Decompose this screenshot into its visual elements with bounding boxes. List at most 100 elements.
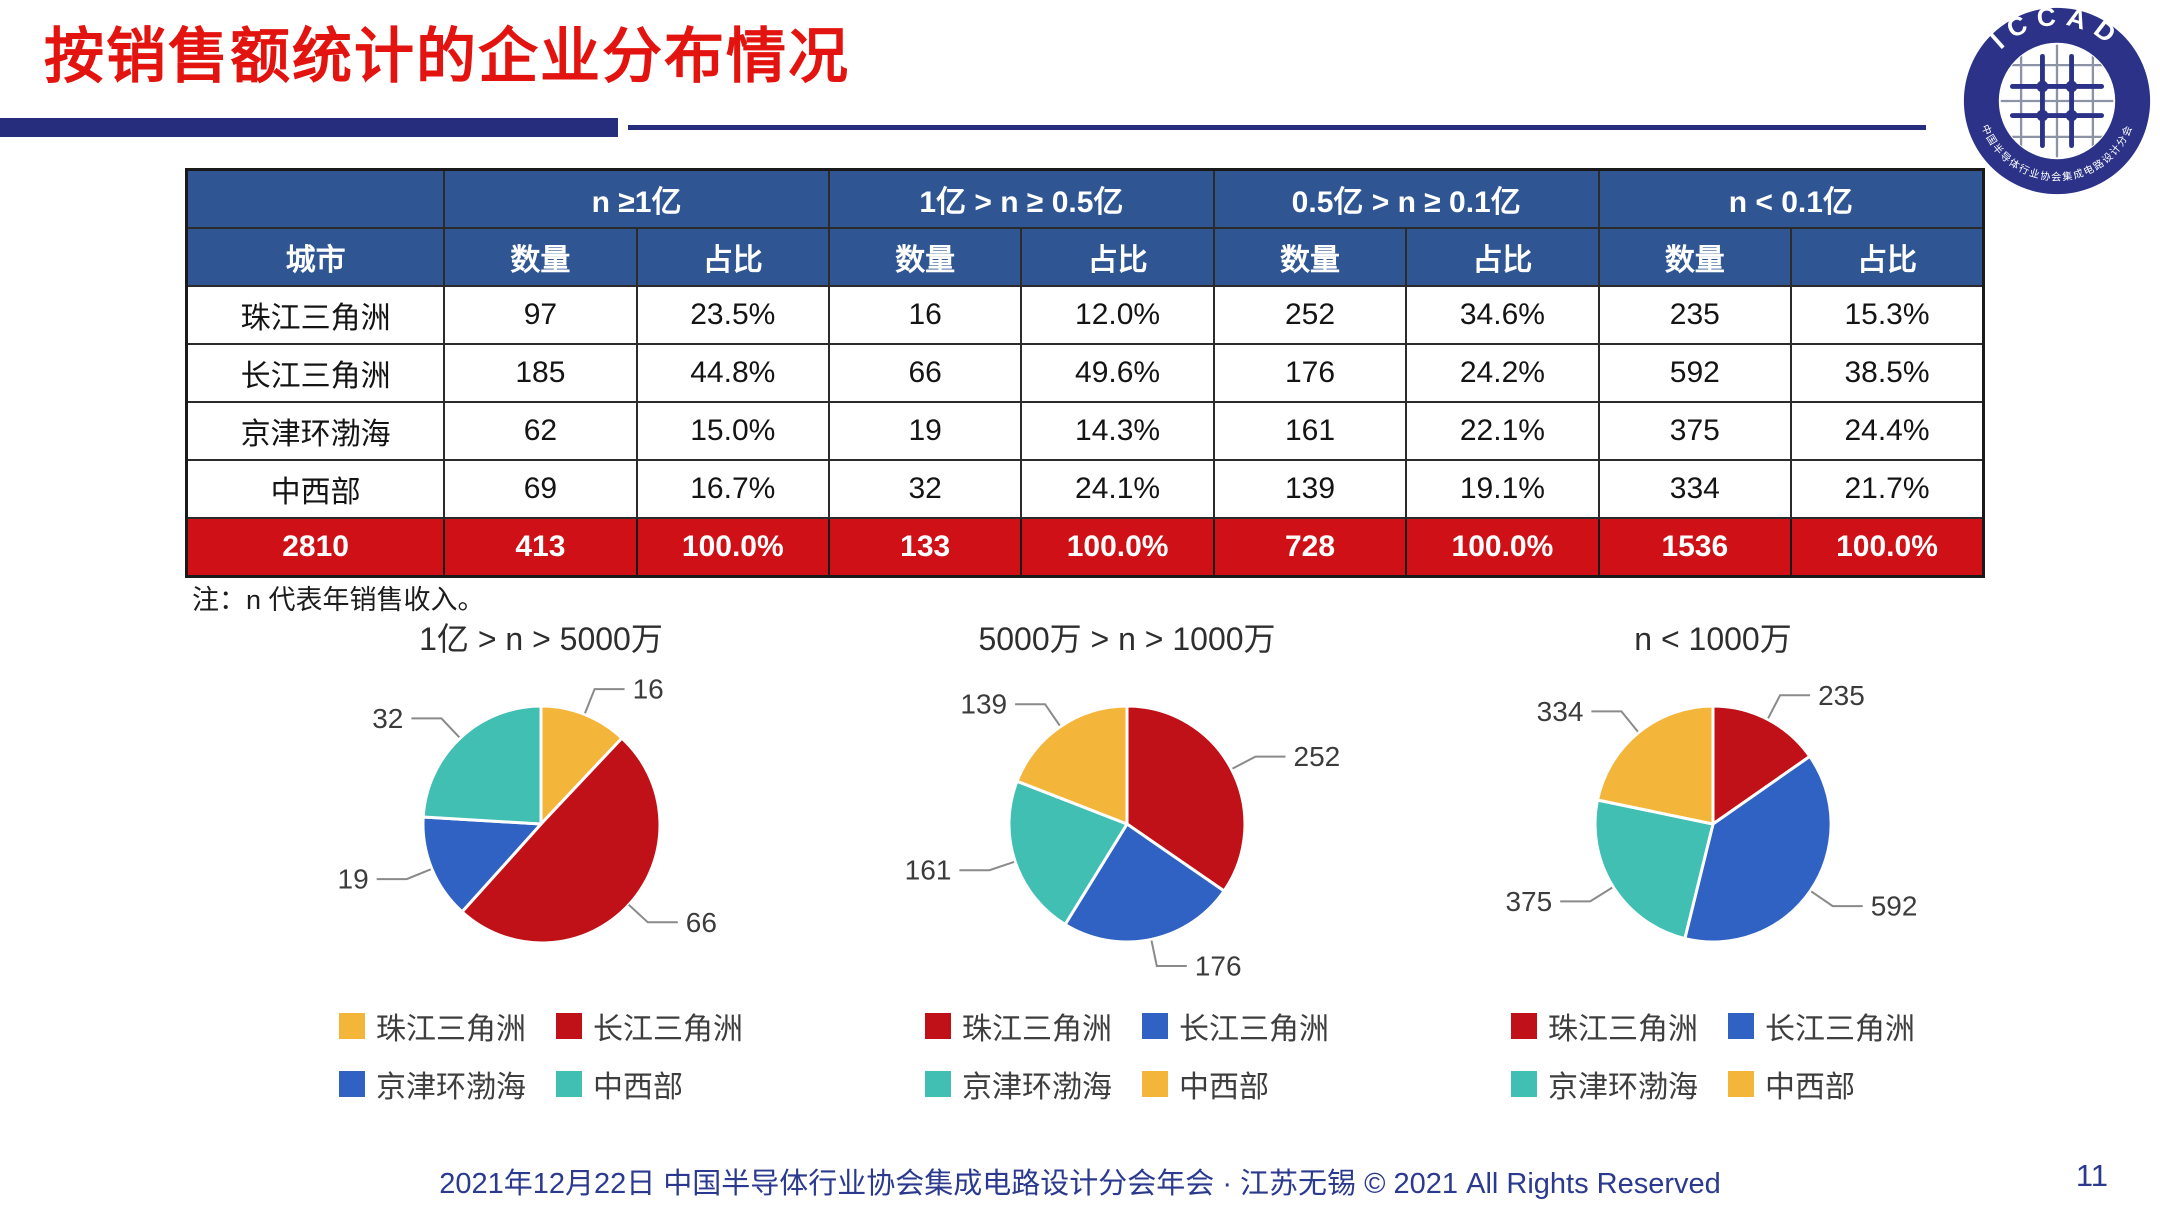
table-row: 长江三角洲 185 44.8% 66 49.6% 176 24.2% 592 38.5% bbox=[185, 343, 1985, 403]
value-cell: 235 bbox=[1597, 285, 1793, 345]
logo-circuit-lines bbox=[2009, 53, 2105, 149]
label-leader-line bbox=[1015, 703, 1061, 727]
chart-title: 5000万 > n > 1000万 bbox=[978, 621, 1276, 657]
total-cell: 1536 bbox=[1597, 517, 1793, 578]
value-cell: 16 bbox=[827, 285, 1023, 345]
label-leader-line bbox=[628, 903, 678, 924]
sub-header-cell: 数量 bbox=[1597, 227, 1793, 287]
label-leader-line bbox=[376, 868, 432, 881]
pie-value-label: 161 bbox=[905, 855, 952, 886]
value-cell: 66 bbox=[827, 343, 1023, 403]
table-row: 珠江三角洲 97 23.5% 16 12.0% 252 34.6% 235 15.3% bbox=[185, 285, 1985, 345]
total-cell: 413 bbox=[443, 517, 638, 578]
pie-svg: 252 176 161 139 bbox=[905, 689, 1341, 982]
value-cell: 32 bbox=[827, 459, 1023, 519]
table-total-row: 2810 413 100.0% 133 100.0% 728 100.0% 1536 100.0… bbox=[185, 517, 1985, 578]
value-cell: 14.3% bbox=[1020, 401, 1215, 461]
value-cell: 252 bbox=[1212, 285, 1408, 345]
col-group-header: 1亿 > n ≥ 0.5亿 bbox=[827, 168, 1215, 229]
total-cell: 728 bbox=[1212, 517, 1408, 578]
total-cell: 100.0% bbox=[1405, 517, 1600, 578]
pie-slice-珠江三角洲 bbox=[1711, 704, 1812, 826]
table-note: 注：n 代表年销售收入。 bbox=[192, 585, 485, 615]
col-group-header: n ≥1亿 bbox=[443, 168, 830, 229]
value-cell: 34.6% bbox=[1405, 285, 1600, 345]
legend-label: 长江三角洲 bbox=[1765, 1013, 1915, 1046]
legend-item: 长江三角洲 bbox=[1728, 1004, 1915, 1048]
table-header-groups: n ≥1亿 1亿 > n ≥ 0.5亿 0.5亿 > n ≥ 0.1亿 n < 0.1… bbox=[185, 168, 1985, 229]
legend-label: 长江三角洲 bbox=[593, 1013, 743, 1046]
legend-label: 中西部 bbox=[1765, 1071, 1855, 1104]
label-leader-line bbox=[1591, 710, 1639, 733]
pie-slice-中西部 bbox=[1596, 704, 1715, 826]
legend-swatch bbox=[1142, 1013, 1168, 1039]
pie-value-label: 375 bbox=[1505, 886, 1552, 917]
pie-slice-京津环渤海 bbox=[1593, 798, 1715, 941]
sub-header-cell: 占比 bbox=[1790, 227, 1985, 287]
sub-header-cell: 占比 bbox=[1405, 227, 1600, 287]
legend-item: 珠江三角洲 bbox=[1511, 1004, 1698, 1048]
pie-value-label: 32 bbox=[372, 703, 403, 734]
total-cell: 100.0% bbox=[1020, 517, 1215, 578]
label-leader-line bbox=[1232, 755, 1286, 770]
pie-value-label: 66 bbox=[686, 907, 717, 938]
legend-label: 珠江三角洲 bbox=[1548, 1013, 1698, 1046]
page-number: 11 bbox=[2075, 1158, 2108, 1193]
pie-chart-block-1: 1亿 > n > 5000万 16 66 19 32 珠江三角洲 长江三角洲 京津环渤海 中西部 bbox=[248, 618, 834, 1106]
pie-slice-中西部 bbox=[421, 704, 543, 826]
legend-item: 长江三角洲 bbox=[1142, 1004, 1329, 1048]
legend-swatch bbox=[925, 1071, 951, 1097]
pie-value-label: 176 bbox=[1195, 951, 1242, 982]
value-cell: 15.0% bbox=[635, 401, 830, 461]
legend-label: 珠江三角洲 bbox=[962, 1013, 1112, 1046]
value-cell: 22.1% bbox=[1405, 401, 1600, 461]
logo-grid-lines bbox=[2000, 44, 2114, 158]
value-cell: 44.8% bbox=[635, 343, 830, 403]
value-cell: 19.1% bbox=[1405, 459, 1600, 519]
table-row: 中西部 69 16.7% 32 24.1% 139 19.1% 334 21.7% bbox=[185, 459, 1985, 519]
value-cell: 24.1% bbox=[1020, 459, 1215, 519]
pie-value-label: 139 bbox=[960, 689, 1007, 720]
value-cell: 334 bbox=[1597, 459, 1793, 519]
pie-slice-长江三角洲 bbox=[1683, 754, 1833, 944]
label-leader-line bbox=[1560, 886, 1613, 903]
legend-swatch bbox=[339, 1071, 365, 1097]
legend-item: 中西部 bbox=[556, 1062, 743, 1106]
label-leader-line bbox=[411, 717, 461, 738]
chart-title: n < 1000万 bbox=[1634, 621, 1792, 657]
pie-value-label: 334 bbox=[1537, 696, 1584, 727]
value-cell: 15.3% bbox=[1790, 285, 1985, 345]
total-cell: 100.0% bbox=[1790, 517, 1985, 578]
legend-swatch bbox=[1728, 1071, 1754, 1097]
col-group-header: 0.5亿 > n ≥ 0.1亿 bbox=[1212, 168, 1600, 229]
value-cell: 375 bbox=[1597, 401, 1793, 461]
row-label-cell: 京津环渤海 bbox=[185, 401, 446, 461]
value-cell: 161 bbox=[1212, 401, 1408, 461]
pie-slice-珠江三角洲 bbox=[539, 704, 624, 826]
value-cell: 21.7% bbox=[1790, 459, 1985, 519]
value-cell: 49.6% bbox=[1020, 343, 1215, 403]
row-label-cell: 珠江三角洲 bbox=[185, 285, 446, 345]
pie-svg: 16 66 19 32 bbox=[338, 674, 717, 945]
legend-label: 京津环渤海 bbox=[376, 1071, 526, 1104]
pie-slice-中西部 bbox=[1015, 704, 1129, 826]
legend-label: 中西部 bbox=[1179, 1071, 1269, 1104]
page-title: 按销售额统计的企业分布情况 bbox=[44, 23, 850, 90]
pie-chart-block-2: 5000万 > n > 1000万 252 176 161 139 珠江三角洲 长江三角洲京… bbox=[834, 618, 1420, 1106]
chart-legend: 珠江三角洲 长江三角洲 京津环渤海 中西部 bbox=[834, 1004, 1420, 1106]
legend-swatch bbox=[339, 1013, 365, 1039]
pie-chart-block-3: n < 1000万 235 592 375 334 珠江三角洲 长江三角洲 京津环渤海 中西部 bbox=[1420, 618, 2006, 1106]
legend-item: 长江三角洲 bbox=[556, 1004, 743, 1048]
table-subheaders: 城市 数量 占比 数量 占比 数量 占比 数量 占比 bbox=[185, 227, 1985, 287]
chart-legend: 珠江三角洲 长江三角洲 京津环渤海 中西部 bbox=[248, 1004, 834, 1106]
value-cell: 592 bbox=[1597, 343, 1793, 403]
pie-slice-京津环渤海 bbox=[421, 815, 543, 914]
table-row: 京津环渤海 62 15.0% 19 14.3% 161 22.1% 375 24.4% bbox=[185, 401, 1985, 461]
logo-circuit-dots bbox=[2036, 80, 2078, 122]
sub-header-cell: 数量 bbox=[443, 227, 638, 287]
label-leader-line bbox=[584, 688, 625, 714]
legend-item: 京津环渤海 bbox=[925, 1062, 1112, 1106]
label-leader-line bbox=[1810, 890, 1863, 908]
footer-text: 2021年12月22日 中国半导体行业协会集成电路设计分会年会 · 江苏无锡 ©… bbox=[439, 1168, 1721, 1200]
